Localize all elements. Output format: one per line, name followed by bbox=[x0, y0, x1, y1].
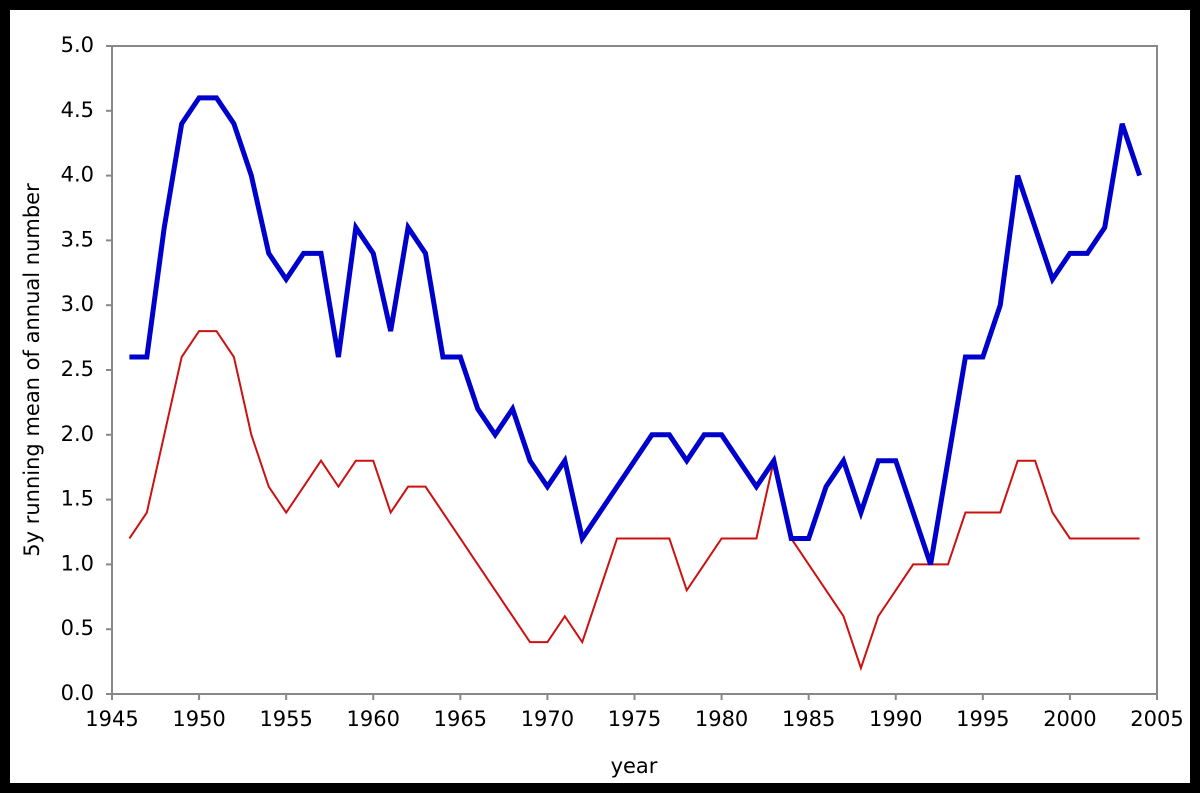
x-tick-label: 1950 bbox=[172, 707, 225, 731]
y-tick-label: 4.0 bbox=[61, 163, 94, 187]
y-tick-label: 2.0 bbox=[61, 422, 94, 446]
y-tick-label: 2.5 bbox=[61, 357, 94, 381]
x-tick-label: 1995 bbox=[956, 707, 1009, 731]
x-tick-label: 1960 bbox=[347, 707, 400, 731]
data-line bbox=[129, 95, 1142, 566]
y-axis-label: 5y running mean of annual number bbox=[20, 183, 44, 557]
y-tick-label: 0.5 bbox=[61, 616, 94, 640]
x-tick-label: 1975 bbox=[608, 707, 661, 731]
y-tick-label: 3.0 bbox=[61, 292, 94, 316]
x-tick-label: 1990 bbox=[869, 707, 922, 731]
x-tick-label: 2000 bbox=[1043, 707, 1096, 731]
x-tick-label: 1965 bbox=[434, 707, 487, 731]
x-tick-label: 1970 bbox=[521, 707, 574, 731]
y-tick-label: 3.5 bbox=[61, 227, 94, 251]
x-axis-label: year bbox=[611, 754, 658, 778]
x-tick-label: 1985 bbox=[782, 707, 835, 731]
chart-background bbox=[10, 10, 1190, 783]
x-tick-label: 1980 bbox=[695, 707, 748, 731]
data-line bbox=[128, 330, 1140, 672]
y-tick-label: 5.0 bbox=[61, 33, 94, 57]
x-tick-label: 1945 bbox=[85, 707, 138, 731]
x-tick-label: 1955 bbox=[259, 707, 312, 731]
y-tick-label: 4.5 bbox=[61, 98, 94, 122]
x-tick-label: 2005 bbox=[1130, 707, 1183, 731]
y-tick-label: 0.0 bbox=[61, 681, 94, 705]
y-tick-label: 1.5 bbox=[61, 487, 94, 511]
y-tick-label: 1.0 bbox=[61, 551, 94, 575]
